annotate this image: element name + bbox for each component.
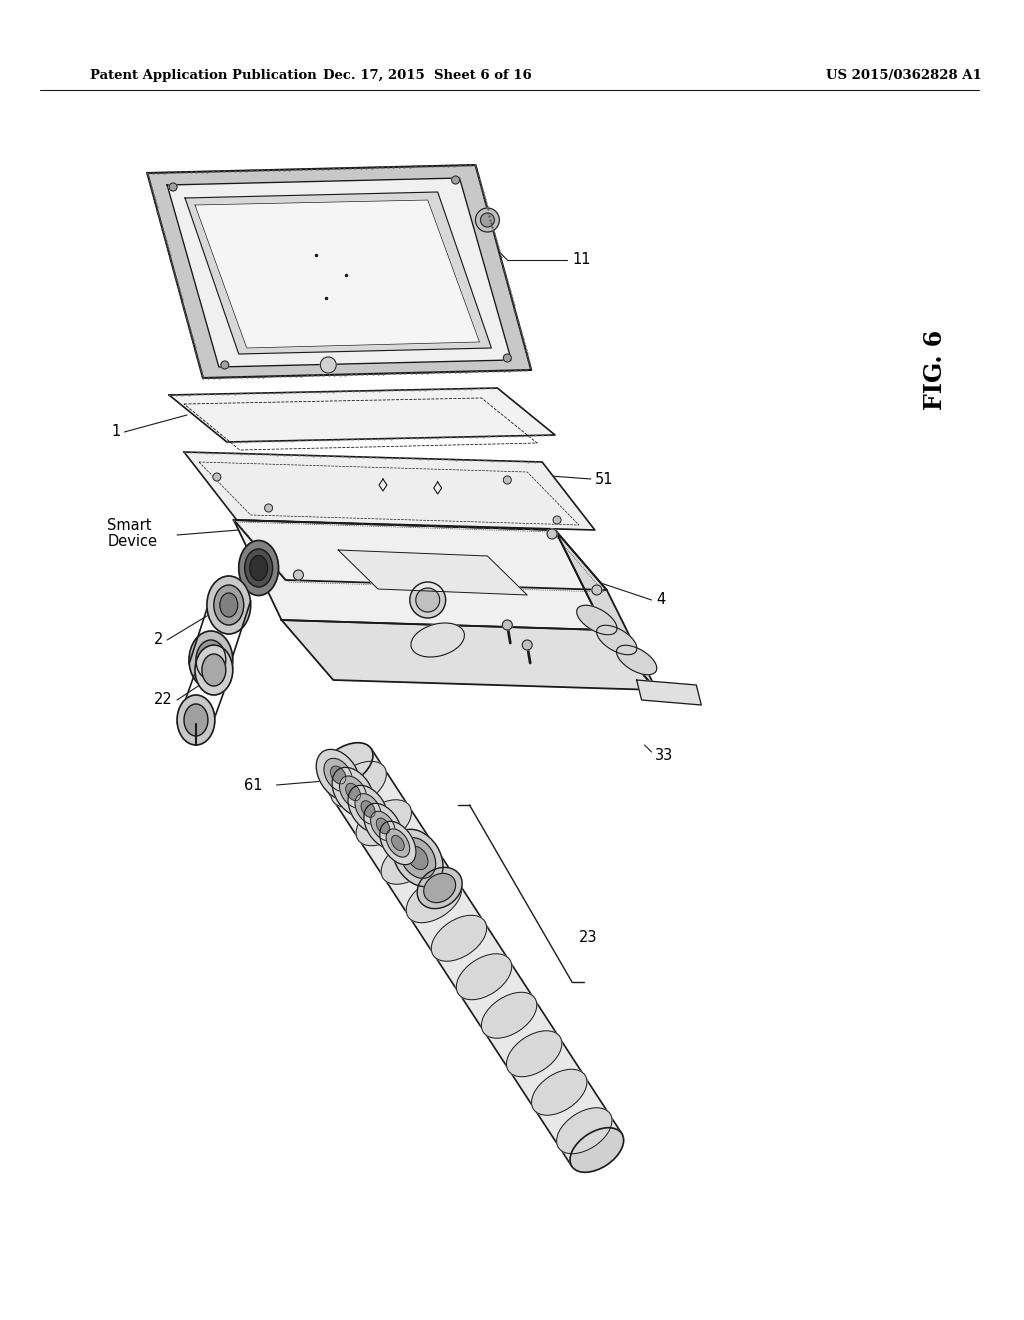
Ellipse shape	[319, 743, 373, 787]
Ellipse shape	[481, 993, 537, 1039]
Ellipse shape	[557, 1107, 612, 1154]
Circle shape	[221, 360, 228, 370]
Circle shape	[294, 570, 303, 579]
Text: Device: Device	[108, 535, 158, 549]
Polygon shape	[233, 520, 605, 630]
Ellipse shape	[348, 785, 388, 833]
Ellipse shape	[371, 812, 395, 841]
Circle shape	[321, 356, 336, 374]
Ellipse shape	[616, 645, 656, 675]
Ellipse shape	[411, 623, 465, 657]
Ellipse shape	[207, 576, 251, 634]
Ellipse shape	[239, 540, 279, 595]
Polygon shape	[555, 531, 656, 690]
Circle shape	[547, 529, 557, 539]
Ellipse shape	[196, 640, 226, 680]
Circle shape	[504, 354, 511, 362]
Circle shape	[553, 516, 561, 524]
Ellipse shape	[340, 776, 367, 808]
Circle shape	[410, 582, 445, 618]
Ellipse shape	[184, 704, 208, 737]
Text: 1: 1	[112, 425, 121, 440]
Ellipse shape	[331, 766, 346, 784]
Ellipse shape	[177, 696, 215, 744]
Circle shape	[592, 585, 602, 595]
Circle shape	[504, 477, 511, 484]
Ellipse shape	[386, 829, 410, 857]
Text: 23: 23	[579, 931, 597, 945]
Ellipse shape	[570, 1127, 624, 1172]
Text: 61: 61	[244, 777, 262, 792]
Polygon shape	[338, 550, 527, 595]
Ellipse shape	[331, 762, 386, 808]
Text: 11: 11	[572, 252, 591, 268]
Ellipse shape	[431, 915, 486, 961]
Text: 33: 33	[654, 747, 673, 763]
Text: 51: 51	[595, 473, 613, 487]
Circle shape	[416, 587, 439, 612]
Ellipse shape	[407, 876, 462, 923]
Ellipse shape	[381, 838, 436, 884]
Circle shape	[213, 473, 221, 480]
Ellipse shape	[408, 846, 428, 870]
Circle shape	[522, 640, 532, 649]
Ellipse shape	[531, 1069, 587, 1115]
Circle shape	[169, 183, 177, 191]
Ellipse shape	[577, 606, 617, 635]
Ellipse shape	[195, 645, 232, 696]
Ellipse shape	[392, 829, 443, 887]
Polygon shape	[322, 748, 622, 1167]
Polygon shape	[195, 201, 479, 348]
Ellipse shape	[376, 818, 390, 834]
Circle shape	[480, 213, 495, 227]
Polygon shape	[637, 680, 701, 705]
Polygon shape	[184, 451, 595, 531]
Ellipse shape	[220, 593, 238, 616]
Ellipse shape	[202, 653, 226, 686]
Polygon shape	[147, 165, 531, 378]
Ellipse shape	[332, 767, 374, 817]
Text: 2: 2	[155, 632, 164, 648]
Ellipse shape	[364, 804, 402, 849]
Ellipse shape	[399, 838, 435, 878]
Polygon shape	[167, 178, 511, 367]
Text: Smart: Smart	[108, 517, 152, 532]
Ellipse shape	[457, 954, 512, 999]
Circle shape	[452, 176, 460, 183]
Ellipse shape	[324, 758, 352, 792]
Text: US 2015/0362828 A1: US 2015/0362828 A1	[825, 69, 981, 82]
Polygon shape	[233, 520, 607, 590]
Ellipse shape	[245, 549, 272, 587]
Ellipse shape	[355, 793, 381, 825]
Text: Dec. 17, 2015  Sheet 6 of 16: Dec. 17, 2015 Sheet 6 of 16	[324, 69, 532, 82]
Ellipse shape	[214, 585, 244, 624]
Ellipse shape	[189, 631, 232, 689]
Ellipse shape	[507, 1031, 562, 1077]
Ellipse shape	[356, 800, 412, 846]
Ellipse shape	[597, 626, 637, 655]
Text: 4: 4	[656, 593, 666, 607]
Text: FIG. 6: FIG. 6	[923, 330, 947, 411]
Ellipse shape	[417, 867, 462, 908]
Ellipse shape	[391, 836, 404, 850]
Polygon shape	[169, 388, 555, 442]
Circle shape	[264, 504, 272, 512]
Ellipse shape	[316, 750, 360, 801]
Ellipse shape	[361, 801, 375, 817]
Text: 22: 22	[155, 693, 173, 708]
Ellipse shape	[424, 874, 456, 903]
Polygon shape	[185, 191, 492, 354]
Ellipse shape	[250, 556, 267, 581]
Circle shape	[475, 209, 500, 232]
Ellipse shape	[380, 821, 416, 865]
Ellipse shape	[346, 783, 360, 801]
Polygon shape	[282, 620, 656, 690]
Text: Patent Application Publication: Patent Application Publication	[89, 69, 316, 82]
Circle shape	[503, 620, 512, 630]
